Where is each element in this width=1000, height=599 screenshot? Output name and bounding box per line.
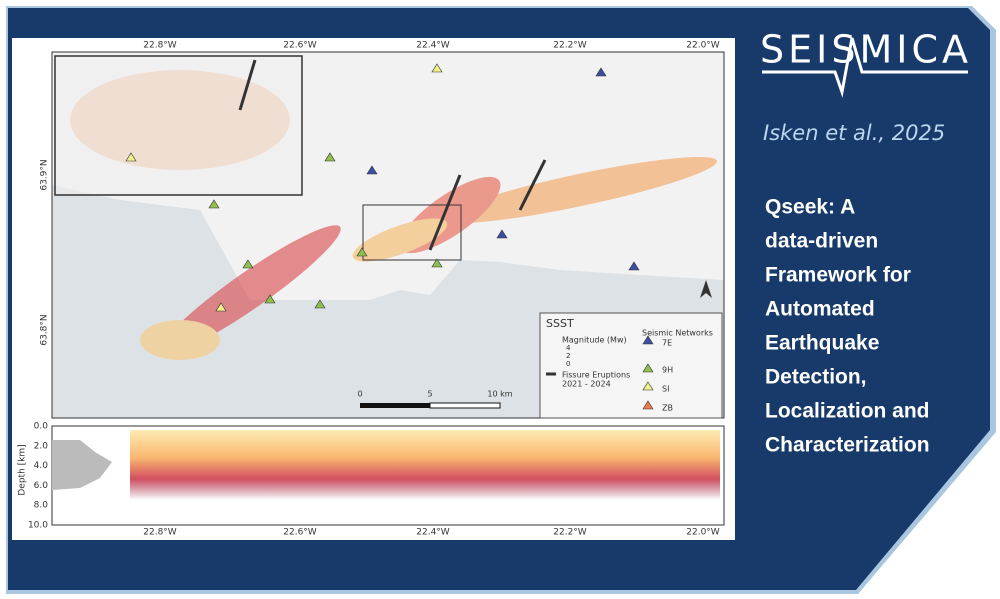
legend-label: 7E bbox=[662, 339, 672, 348]
scale-bar bbox=[360, 403, 430, 408]
lat-label: 63.9°N bbox=[40, 159, 50, 190]
lon-label: 22.6°W bbox=[283, 41, 317, 51]
legend-label: SI bbox=[662, 385, 669, 394]
depth-tick-label: 6.0 bbox=[34, 481, 49, 491]
lat-label: 63.8°N bbox=[40, 314, 50, 345]
title-line: Automated bbox=[765, 298, 875, 321]
lon-label: 22.8°W bbox=[143, 528, 177, 538]
lon-label: 22.2°W bbox=[553, 528, 587, 538]
north-arrow bbox=[700, 280, 712, 298]
logo-wave bbox=[762, 37, 968, 98]
title-line: Characterization bbox=[765, 434, 930, 457]
depth-seismicity bbox=[130, 430, 720, 500]
legend-label: Fissure Eruptions bbox=[562, 371, 630, 380]
inset-box bbox=[362, 204, 462, 261]
scale-label: 5 bbox=[427, 390, 432, 399]
authors: Isken et al., 2025 bbox=[763, 121, 945, 145]
legend-label: 2021 - 2024 bbox=[562, 380, 611, 389]
scale-label: 0 bbox=[357, 390, 362, 399]
legend-markers bbox=[642, 335, 654, 410]
legend-label: ZB bbox=[662, 404, 673, 413]
scale-label: 10 km bbox=[487, 390, 512, 399]
legend-label: Magnitude (Mw) bbox=[562, 336, 627, 345]
stations bbox=[125, 63, 640, 312]
title-line: Qseek: A bbox=[765, 196, 855, 219]
depth-tick-label: 0.0 bbox=[34, 422, 49, 432]
lon-label: 22.6°W bbox=[283, 528, 317, 538]
title-line: data-driven bbox=[765, 230, 878, 253]
title-line: Earthquake bbox=[765, 332, 879, 355]
fissures bbox=[238, 59, 547, 251]
legend-label: 4 bbox=[566, 344, 571, 352]
depth-tick-label: 8.0 bbox=[34, 501, 49, 511]
title-line: Localization and bbox=[765, 400, 930, 423]
legend-label: 9H bbox=[662, 366, 673, 375]
inset bbox=[54, 55, 303, 196]
legend-label: 0 bbox=[566, 360, 570, 368]
map bbox=[51, 51, 725, 419]
depth-tick-label: 2.0 bbox=[34, 441, 49, 451]
legend bbox=[539, 312, 723, 419]
map-frame bbox=[51, 51, 725, 419]
scale-bar bbox=[429, 402, 501, 409]
depth-axis-label: Depth [km] bbox=[18, 444, 28, 495]
lon-label: 22.4°W bbox=[416, 528, 450, 538]
lon-label: 22.8°W bbox=[143, 41, 177, 51]
lon-label: 22.4°W bbox=[416, 41, 450, 51]
depth-tick-label: 4.0 bbox=[34, 461, 49, 471]
lon-label: 22.0°W bbox=[686, 41, 720, 51]
title-line: Detection, bbox=[765, 366, 867, 389]
legend-title: SSST bbox=[546, 317, 574, 330]
depth-histogram bbox=[52, 440, 112, 490]
depth-tick-label: 10.0 bbox=[28, 521, 48, 531]
legend-label: Seismic Networks bbox=[642, 329, 713, 338]
legend-label: 2 bbox=[566, 352, 570, 360]
lon-label: 22.2°W bbox=[553, 41, 587, 51]
logo: SEISMICA bbox=[760, 28, 968, 72]
title-line: Framework for bbox=[765, 264, 911, 287]
lon-label: 22.0°W bbox=[686, 528, 720, 538]
